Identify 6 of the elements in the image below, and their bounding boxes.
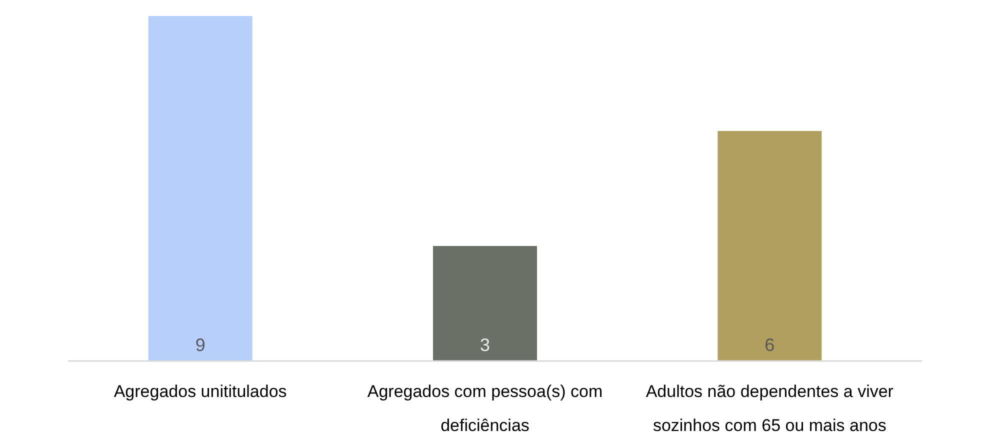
data-label: 6	[764, 335, 775, 355]
x-tick-label: Adultos não dependentes a viver sozinhos com 65 ou mais anos	[646, 382, 894, 435]
x-tick-label: Agregados unititulados	[114, 382, 287, 401]
data-label: 9	[195, 335, 206, 355]
data-label: 3	[480, 335, 490, 355]
x-tick-label: Agregados com pessoa(s) com deficiências	[367, 382, 603, 435]
